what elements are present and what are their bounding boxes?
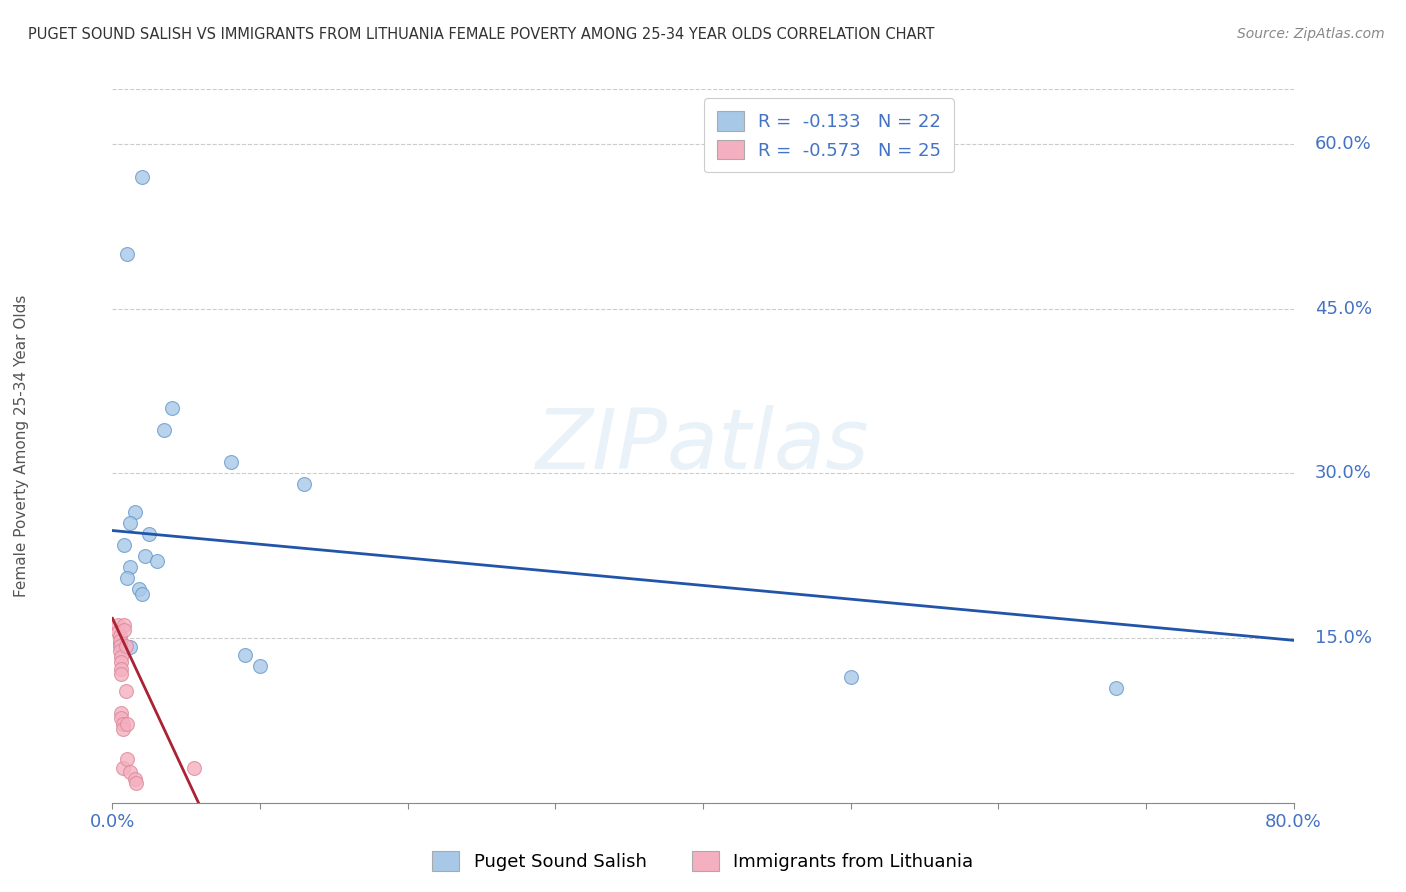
Point [108,637,131,651]
Point [110,649,132,664]
Point [108,639,131,653]
Point [114,639,136,653]
Point [110,655,132,669]
Point [219,455,242,469]
Point [131,587,153,601]
Point [124,772,146,786]
Point [117,571,138,585]
Point [108,629,131,643]
Point [146,554,169,568]
Text: 30.0%: 30.0% [1315,465,1371,483]
Point [112,538,135,552]
Point [138,526,160,541]
Text: 60.0%: 60.0% [1315,135,1371,153]
Legend: Puget Sound Salish, Immigrants from Lithuania: Puget Sound Salish, Immigrants from Lith… [425,844,981,879]
Point [839,669,862,683]
Point [120,640,142,654]
Point [120,559,142,574]
Point [117,247,138,261]
Point [117,716,138,731]
Point [112,618,135,632]
Point [108,644,131,658]
Point [117,752,138,766]
Point [112,624,135,638]
Point [131,169,153,184]
Text: Source: ZipAtlas.com: Source: ZipAtlas.com [1237,27,1385,41]
Point [111,723,134,737]
Point [128,582,150,596]
Point [134,549,156,563]
Point [124,505,146,519]
Point [110,706,132,720]
Text: ZIPatlas: ZIPatlas [536,406,870,486]
Point [292,477,315,491]
Text: 15.0%: 15.0% [1315,629,1372,647]
Point [183,761,205,775]
Point [107,618,129,632]
Point [110,711,132,725]
Point [153,423,176,437]
Point [108,634,131,648]
Point [249,658,271,673]
Point [111,716,134,731]
Point [125,776,148,790]
Point [110,662,132,676]
Point [1105,681,1128,695]
Point [110,667,132,681]
Text: Female Poverty Among 25-34 Year Olds: Female Poverty Among 25-34 Year Olds [14,295,28,597]
Point [160,401,183,415]
Point [114,683,136,698]
Legend: R =  -0.133   N = 22, R =  -0.573   N = 25: R = -0.133 N = 22, R = -0.573 N = 25 [704,98,953,172]
Point [111,761,134,775]
Text: 45.0%: 45.0% [1315,300,1372,318]
Point [233,648,256,662]
Point [120,765,142,780]
Point [120,516,142,530]
Point [107,624,129,639]
Text: PUGET SOUND SALISH VS IMMIGRANTS FROM LITHUANIA FEMALE POVERTY AMONG 25-34 YEAR : PUGET SOUND SALISH VS IMMIGRANTS FROM LI… [28,27,935,42]
